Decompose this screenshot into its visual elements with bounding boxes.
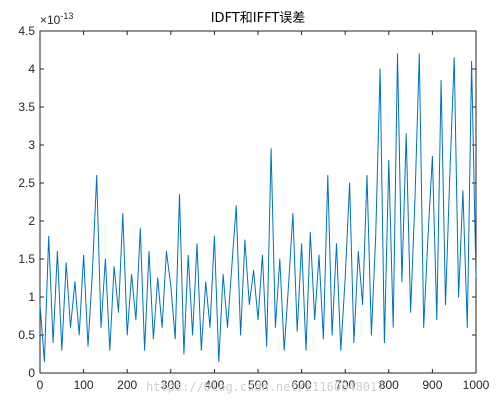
y-axis: 0 0.5 1 1.5 2 2.5 3 3.5 4 4.5 <box>18 24 476 380</box>
series-layer <box>39 53 477 363</box>
plot-area <box>39 30 477 374</box>
x-tick-label: 700 <box>335 378 355 392</box>
x-tick-label: 900 <box>422 378 442 392</box>
y-tick-label: 3 <box>28 138 35 152</box>
x-tick-label: 800 <box>379 378 399 392</box>
y-exponent-label: ×10-13 <box>40 11 73 27</box>
y-tick-label: 1 <box>28 290 35 304</box>
y-exponent-base: ×10 <box>40 13 61 27</box>
y-exponent-power: -13 <box>60 11 73 21</box>
x-tick-label: 600 <box>292 378 312 392</box>
watermark: https://blog.csdn.net/z1160048017 <box>146 380 384 394</box>
y-tick-label: 3.5 <box>18 100 35 114</box>
svg-text:×10-13: ×10-13 <box>40 11 73 27</box>
x-tick-label: 100 <box>74 378 94 392</box>
series-line-0 <box>39 53 477 363</box>
x-tick-label: 400 <box>204 378 224 392</box>
y-tick-label: 4 <box>28 62 35 76</box>
x-axis: 0 100 200 300 400 500 600 700 800 900 1000 <box>37 31 490 392</box>
x-tick-label: 0 <box>37 378 44 392</box>
x-tick-label: 200 <box>117 378 137 392</box>
y-tick-label: 1.5 <box>18 252 35 266</box>
y-tick-label: 2.5 <box>18 176 35 190</box>
chart-title: IDFT和IFFT误差 <box>211 11 306 26</box>
y-tick-label: 2 <box>28 214 35 228</box>
x-tick-label: 500 <box>248 378 268 392</box>
x-tick-label: 300 <box>161 378 181 392</box>
y-tick-label: 0 <box>28 366 35 380</box>
y-tick-label: 4.5 <box>18 24 35 38</box>
x-tick-label: 1000 <box>463 378 490 392</box>
y-tick-label: 0.5 <box>18 328 35 342</box>
